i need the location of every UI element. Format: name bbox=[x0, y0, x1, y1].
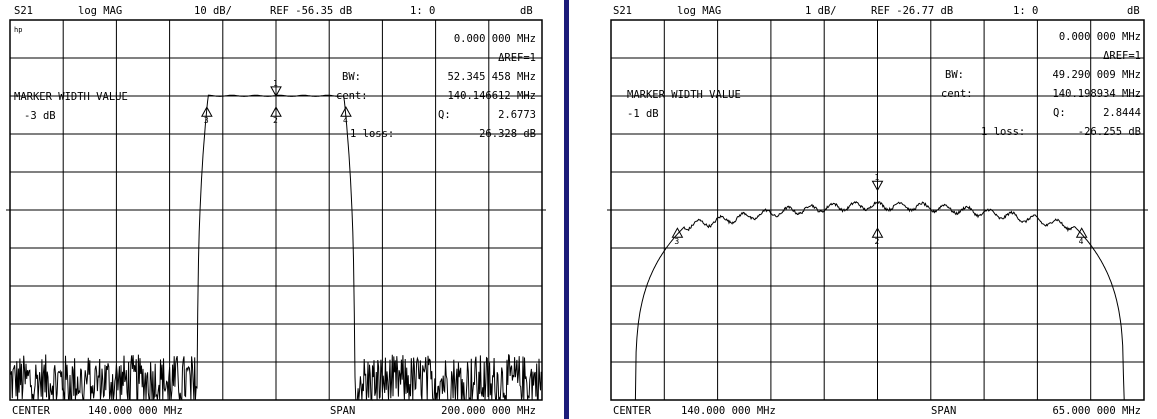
marker-1 bbox=[270, 86, 282, 97]
q-label: Q: bbox=[438, 109, 451, 121]
marker-4 bbox=[340, 106, 352, 117]
hp-logo: hp bbox=[14, 26, 22, 34]
q-value: 2.6773 bbox=[498, 109, 536, 121]
center-label: CENTER bbox=[613, 405, 652, 417]
marker-freq: 0.000 000 MHz bbox=[454, 33, 536, 45]
span-value: 65.000 000 MHz bbox=[1052, 405, 1141, 417]
marker-width-value: -3 dB bbox=[24, 110, 56, 122]
panel-divider bbox=[564, 0, 569, 419]
bw-label: BW: bbox=[342, 71, 361, 83]
marker-freq: 0.000 000 MHz bbox=[1059, 31, 1141, 43]
bw-value: 52.345 458 MHz bbox=[447, 71, 536, 83]
marker-label-1: 1 bbox=[273, 79, 278, 88]
ref-label: REF -56.35 dB bbox=[270, 5, 352, 17]
unit-label: dB bbox=[1127, 5, 1140, 17]
marker-2 bbox=[270, 106, 282, 117]
format-label: log MAG bbox=[677, 5, 721, 17]
scale-label: 1 dB/ bbox=[805, 5, 837, 17]
left-analyzer-plot: S21 log MAG 10 dB/ REF -56.35 dB 1: 0 dB… bbox=[6, 5, 546, 417]
span-value: 200.000 000 MHz bbox=[441, 405, 536, 417]
cent-value: 140.198934 MHz bbox=[1052, 88, 1141, 100]
marker-3 bbox=[671, 227, 684, 238]
param-label: S21 bbox=[14, 5, 33, 17]
loss-value: -26.328 dB bbox=[473, 128, 536, 140]
param-label: S21 bbox=[613, 5, 632, 17]
loss-value: -26.255 dB bbox=[1078, 126, 1141, 138]
marker-label-2: 2 bbox=[875, 237, 880, 246]
center-label: CENTER bbox=[12, 405, 51, 417]
span-label: SPAN bbox=[330, 405, 355, 417]
unit-label: dB bbox=[520, 5, 533, 17]
q-label: Q: bbox=[1053, 107, 1066, 119]
marker-width-label: MARKER WIDTH VALUE bbox=[14, 91, 128, 103]
marker-label: 1: 0 bbox=[1013, 5, 1038, 17]
center-value: 140.000 000 MHz bbox=[88, 405, 183, 417]
format-label: log MAG bbox=[78, 5, 122, 17]
marker-2 bbox=[871, 227, 884, 238]
grid bbox=[611, 20, 1144, 400]
right-analyzer-plot: S21 log MAG 1 dB/ REF -26.77 dB 1: 0 dB … bbox=[607, 5, 1148, 417]
ref-label: REF -26.77 dB bbox=[871, 5, 953, 17]
q-value: 2.8444 bbox=[1103, 107, 1141, 119]
marker-label-2: 2 bbox=[273, 116, 278, 125]
span-label: SPAN bbox=[931, 405, 956, 417]
marker-label-4: 4 bbox=[1079, 237, 1084, 246]
delta-ref: ΔREF=1 bbox=[498, 52, 536, 64]
marker-label: 1: 0 bbox=[410, 5, 435, 17]
loss-label: 1 loss: bbox=[350, 128, 394, 140]
marker-label-1: 1 bbox=[875, 173, 880, 182]
cent-value: 140.146612 MHz bbox=[447, 90, 536, 102]
loss-label: 1 loss: bbox=[981, 126, 1025, 138]
marker-1 bbox=[871, 180, 884, 192]
center-value: 140.000 000 MHz bbox=[681, 405, 776, 417]
marker-4 bbox=[1075, 227, 1088, 238]
marker-label-4: 4 bbox=[343, 116, 348, 125]
marker-label-3: 3 bbox=[204, 116, 209, 125]
bw-label: BW: bbox=[945, 69, 964, 81]
grid bbox=[10, 20, 542, 400]
marker-width-label: MARKER WIDTH VALUE bbox=[627, 89, 741, 101]
scale-label: 10 dB/ bbox=[194, 5, 232, 17]
cent-label: cent: bbox=[941, 88, 973, 100]
delta-ref: ΔREF=1 bbox=[1103, 50, 1141, 62]
bw-value: 49.290 009 MHz bbox=[1052, 69, 1141, 81]
marker-3 bbox=[200, 106, 213, 117]
trace-line bbox=[611, 201, 1144, 401]
marker-width-value: -1 dB bbox=[627, 108, 659, 120]
marker-label-3: 3 bbox=[674, 237, 679, 246]
